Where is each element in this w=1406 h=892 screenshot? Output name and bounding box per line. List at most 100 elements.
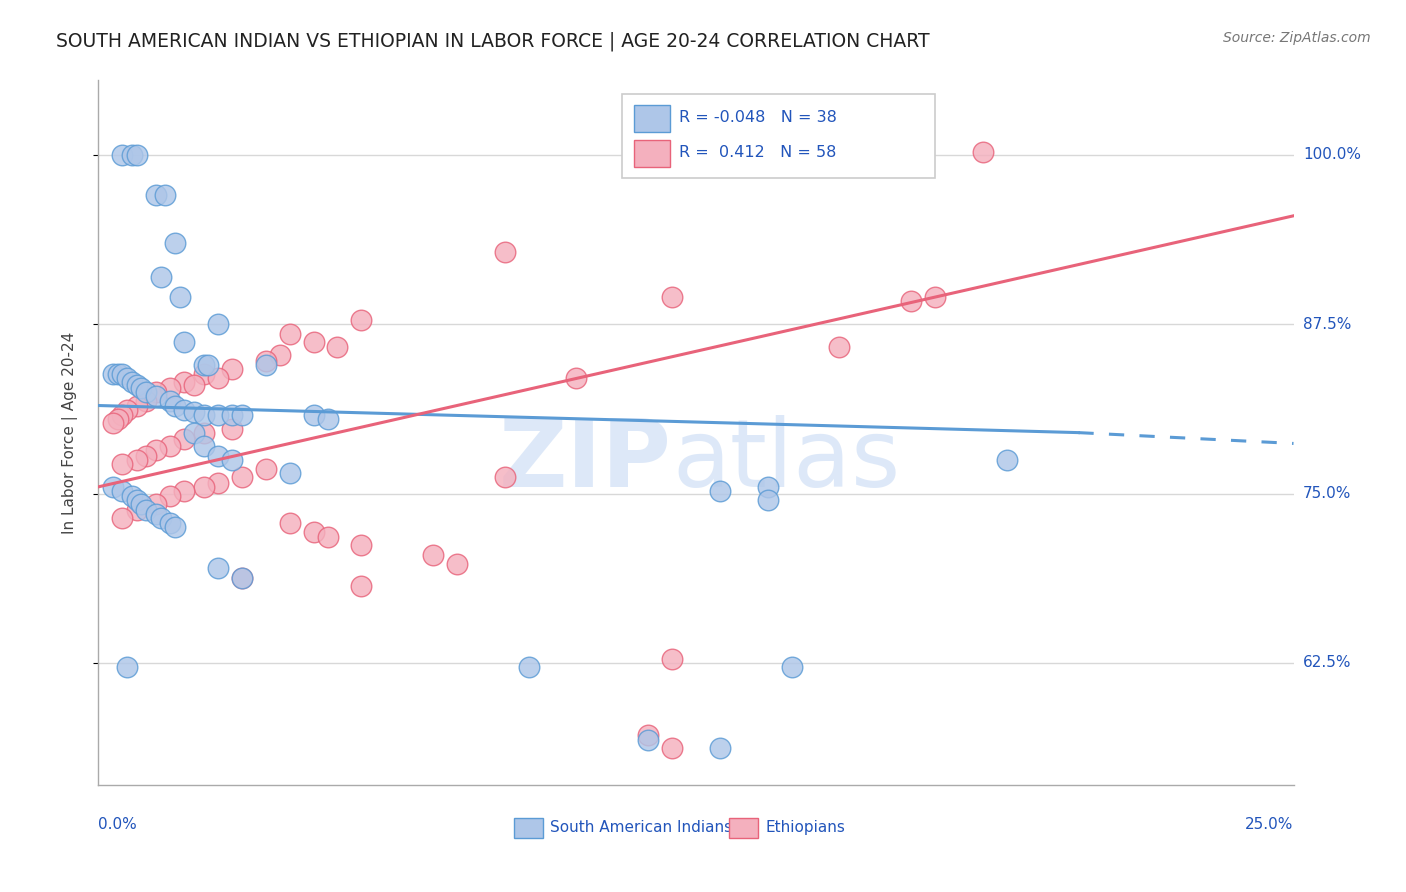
Point bbox=[302, 408, 325, 422]
Bar bbox=[515, 818, 543, 838]
Point bbox=[145, 443, 167, 458]
Point bbox=[125, 452, 148, 467]
Point bbox=[135, 449, 157, 463]
Point bbox=[155, 188, 177, 202]
Point bbox=[173, 334, 195, 349]
Point bbox=[350, 538, 373, 552]
Point bbox=[163, 520, 186, 534]
Point bbox=[326, 340, 349, 354]
Point bbox=[135, 503, 157, 517]
Point bbox=[231, 408, 253, 422]
Point bbox=[269, 348, 291, 362]
Point bbox=[159, 394, 181, 409]
Point bbox=[494, 245, 516, 260]
Point bbox=[125, 148, 148, 162]
Point bbox=[115, 660, 138, 674]
Bar bbox=[634, 105, 669, 132]
Point bbox=[111, 483, 134, 498]
Point bbox=[173, 402, 195, 417]
Point bbox=[422, 548, 444, 562]
Point bbox=[159, 439, 181, 453]
Text: ZIP: ZIP bbox=[499, 415, 672, 507]
Point bbox=[316, 530, 339, 544]
Point bbox=[135, 384, 157, 399]
Point bbox=[278, 326, 301, 341]
Point bbox=[193, 480, 215, 494]
Point bbox=[101, 368, 124, 382]
Point bbox=[661, 652, 683, 666]
Point bbox=[972, 145, 994, 160]
Text: Ethiopians: Ethiopians bbox=[765, 821, 845, 836]
Point bbox=[350, 313, 373, 327]
Point bbox=[756, 493, 779, 508]
Point bbox=[350, 579, 373, 593]
Text: SOUTH AMERICAN INDIAN VS ETHIOPIAN IN LABOR FORCE | AGE 20-24 CORRELATION CHART: SOUTH AMERICAN INDIAN VS ETHIOPIAN IN LA… bbox=[56, 31, 929, 51]
Point bbox=[302, 334, 325, 349]
Point bbox=[193, 358, 215, 372]
Text: 62.5%: 62.5% bbox=[1303, 656, 1351, 671]
Text: Source: ZipAtlas.com: Source: ZipAtlas.com bbox=[1223, 31, 1371, 45]
Text: atlas: atlas bbox=[672, 415, 900, 507]
Point bbox=[924, 290, 946, 304]
Point bbox=[302, 524, 325, 539]
Point bbox=[111, 457, 134, 471]
Point bbox=[828, 340, 851, 354]
Point bbox=[254, 353, 277, 368]
Point bbox=[221, 362, 243, 376]
Point bbox=[145, 498, 167, 512]
Point bbox=[278, 516, 301, 531]
Point bbox=[159, 381, 181, 395]
Point bbox=[637, 728, 659, 742]
Point bbox=[159, 516, 181, 531]
Point bbox=[756, 480, 779, 494]
Point bbox=[995, 452, 1018, 467]
Point bbox=[193, 368, 215, 382]
Point bbox=[125, 378, 148, 392]
Point bbox=[111, 368, 134, 382]
Point bbox=[221, 421, 243, 435]
Point bbox=[131, 498, 153, 512]
Text: 87.5%: 87.5% bbox=[1303, 317, 1351, 332]
Text: 100.0%: 100.0% bbox=[1303, 147, 1361, 162]
Point bbox=[125, 399, 148, 413]
Point bbox=[101, 480, 124, 494]
Point bbox=[121, 148, 143, 162]
Point bbox=[125, 493, 148, 508]
Text: R = -0.048   N = 38: R = -0.048 N = 38 bbox=[679, 110, 837, 125]
Point bbox=[637, 733, 659, 747]
Point bbox=[163, 399, 186, 413]
Bar bbox=[730, 818, 758, 838]
Point bbox=[221, 408, 243, 422]
Text: 25.0%: 25.0% bbox=[1246, 817, 1294, 831]
Point bbox=[101, 416, 124, 430]
Point bbox=[183, 405, 205, 419]
Point bbox=[517, 660, 540, 674]
Point bbox=[111, 511, 134, 525]
Point bbox=[149, 269, 172, 284]
Point bbox=[709, 741, 731, 756]
Point bbox=[316, 412, 339, 426]
Point bbox=[661, 741, 683, 756]
Y-axis label: In Labor Force | Age 20-24: In Labor Force | Age 20-24 bbox=[62, 332, 77, 533]
Point bbox=[231, 571, 253, 585]
Point bbox=[183, 378, 205, 392]
Text: R =  0.412   N = 58: R = 0.412 N = 58 bbox=[679, 145, 837, 161]
Point bbox=[131, 381, 153, 395]
Point bbox=[231, 571, 253, 585]
Point bbox=[565, 371, 588, 385]
Point bbox=[125, 503, 148, 517]
Point bbox=[900, 294, 922, 309]
Point bbox=[173, 376, 195, 390]
Point bbox=[193, 439, 215, 453]
Point bbox=[169, 290, 191, 304]
Point bbox=[121, 489, 143, 503]
Point bbox=[145, 507, 167, 521]
Point bbox=[254, 358, 277, 372]
Point bbox=[193, 425, 215, 440]
Point bbox=[207, 371, 229, 385]
Point bbox=[111, 408, 134, 422]
Point bbox=[661, 290, 683, 304]
Text: 75.0%: 75.0% bbox=[1303, 486, 1351, 501]
Point bbox=[494, 470, 516, 484]
Point bbox=[115, 371, 138, 385]
